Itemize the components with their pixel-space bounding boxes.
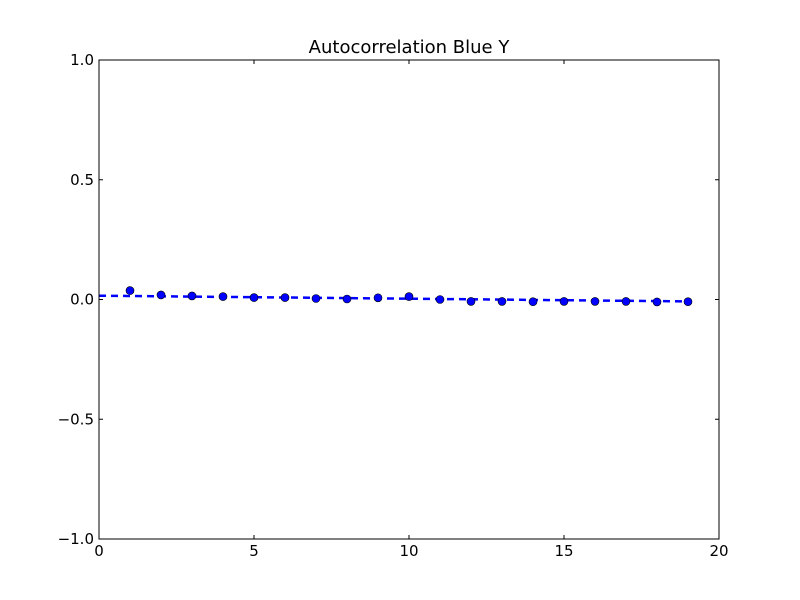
axis-tick-labels: 0 5 10 15 20 −1.0 −0.5 0.0 0.5 1.0 <box>58 51 729 560</box>
x-tick-label: 20 <box>709 542 728 560</box>
y-tick-label: −1.0 <box>58 530 94 548</box>
x-tick-label: 0 <box>94 542 104 560</box>
data-point <box>466 297 476 306</box>
data-point <box>311 294 321 303</box>
data-point <box>559 297 569 306</box>
data-point <box>590 297 600 306</box>
data-point <box>342 294 352 304</box>
data-point <box>373 293 383 303</box>
data-point <box>249 293 259 302</box>
data-point <box>156 290 166 300</box>
data-point <box>497 297 507 306</box>
y-tick-label: 0.0 <box>70 291 94 309</box>
data-point <box>621 297 631 306</box>
data-point <box>218 292 228 301</box>
trend-line <box>98 294 689 303</box>
y-tick-label: 1.0 <box>70 51 94 69</box>
data-point <box>683 297 693 307</box>
data-point <box>435 295 445 304</box>
y-tick-label: 0.5 <box>70 171 94 189</box>
plot-content <box>98 286 693 307</box>
data-point <box>187 291 197 301</box>
data-point <box>280 293 290 302</box>
x-tick-label: 5 <box>249 542 259 560</box>
y-tick-label: −0.5 <box>58 410 94 428</box>
chart-title: Autocorrelation Blue Y <box>309 37 511 58</box>
data-point <box>404 292 414 301</box>
data-point <box>528 297 538 307</box>
data-point <box>652 297 662 307</box>
x-tick-label: 15 <box>554 542 573 560</box>
plot-frame <box>98 59 720 540</box>
x-tick-label: 10 <box>399 542 418 560</box>
data-point <box>125 286 135 295</box>
